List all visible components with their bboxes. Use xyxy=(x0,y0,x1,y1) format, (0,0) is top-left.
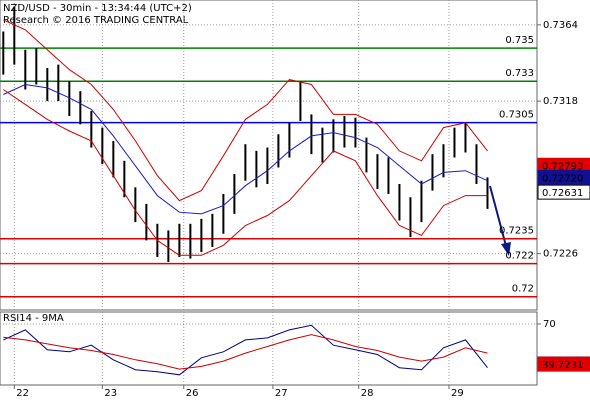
price-panel xyxy=(0,0,538,311)
price-marker xyxy=(537,169,590,185)
line xyxy=(3,334,488,370)
forecast-arrow xyxy=(489,185,507,247)
forecast-arrowhead xyxy=(501,242,511,256)
level-label: 0.733 xyxy=(505,68,534,79)
price-marker xyxy=(537,184,590,200)
x-tick-label: 26 xyxy=(186,388,199,399)
level-label: 0.7305 xyxy=(499,110,534,121)
price-marker-label: 0.72793 xyxy=(542,161,583,172)
y-tick-label: 0.7226 xyxy=(543,249,578,260)
level-label: 0.722 xyxy=(505,251,534,262)
x-tick-label: 28 xyxy=(361,388,374,399)
line xyxy=(3,89,488,256)
price-marker-label: 0.72631 xyxy=(542,188,583,199)
rsi-panel xyxy=(0,311,538,386)
x-tick-label: 27 xyxy=(275,388,288,399)
x-tick-label: 22 xyxy=(16,388,29,399)
chart-subtitle: Research © 2016 TRADING CENTRAL xyxy=(3,15,189,26)
x-tick-label: 29 xyxy=(451,388,464,399)
line xyxy=(3,83,488,215)
rsi-title: RSI14 - 9MA xyxy=(3,313,64,324)
x-tick-label: 23 xyxy=(104,388,117,399)
y-tick-label: 0.7364 xyxy=(543,20,578,31)
price-marker-label: 39.7231 xyxy=(542,360,583,371)
line xyxy=(3,324,488,376)
level-label: 0.72 xyxy=(512,284,534,295)
level-label: 0.735 xyxy=(505,35,534,46)
line xyxy=(3,19,488,202)
price-marker-label: 0.72720 xyxy=(542,173,583,184)
level-label: 0.7235 xyxy=(499,226,534,237)
price-marker xyxy=(537,356,590,372)
y-tick-label: 0.7318 xyxy=(543,96,578,107)
y-tick-label: 70 xyxy=(543,319,556,330)
chart-title: NZD/USD - 30min - 13:34:44 (UTC+2) xyxy=(3,3,192,14)
